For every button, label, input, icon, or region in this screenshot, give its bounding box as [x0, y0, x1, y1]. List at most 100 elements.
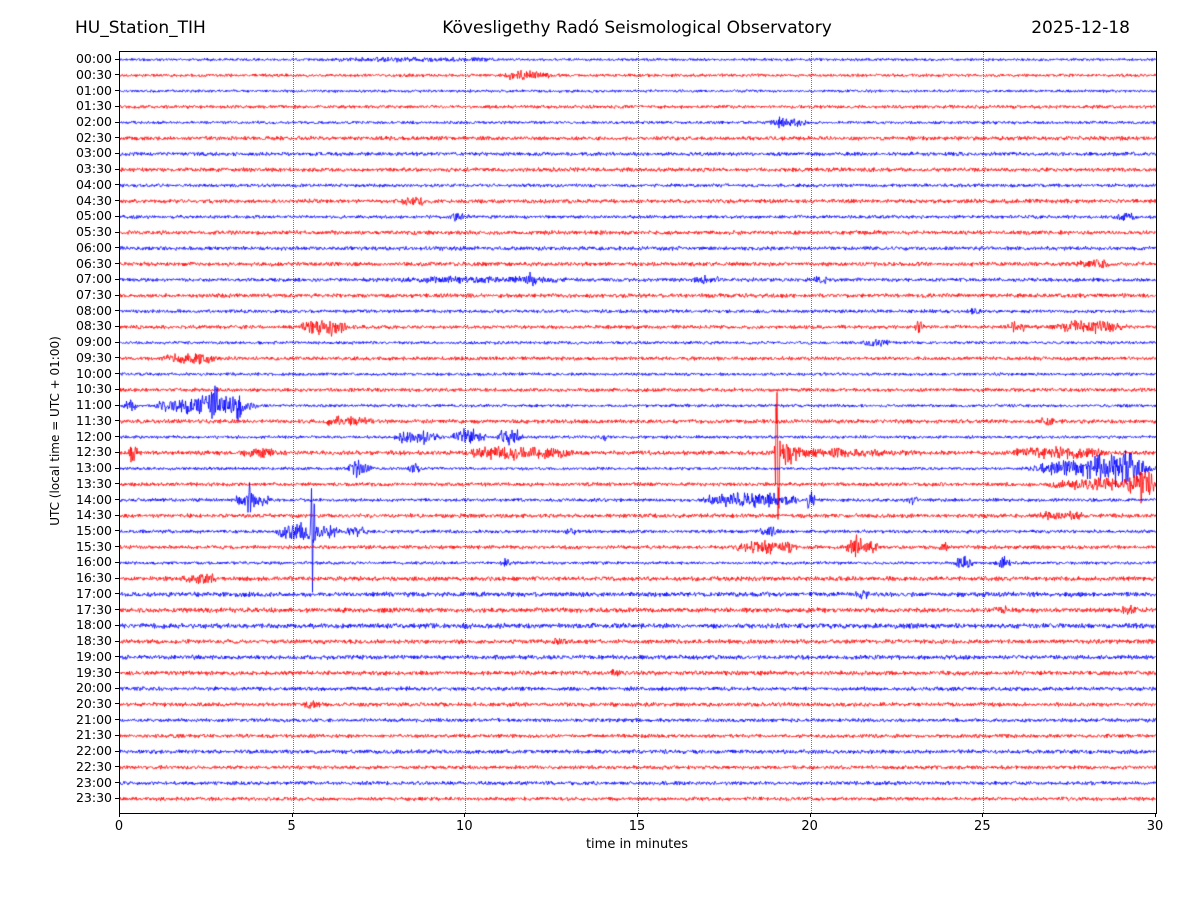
ytick-mark [115, 609, 119, 611]
ytick-label-1000: 10:00 [75, 365, 112, 381]
ytick-mark [115, 215, 119, 217]
ytick-mark [115, 137, 119, 139]
xtick-label-30: 30 [1146, 819, 1164, 834]
xtick-label-10: 10 [456, 819, 473, 834]
ytick-mark [115, 436, 119, 438]
xtick-mark [637, 813, 638, 817]
ytick-mark [115, 451, 119, 453]
xtick-label-15: 15 [628, 819, 646, 834]
ytick-label-0030: 00:30 [75, 66, 112, 82]
ytick-label-1630: 16:30 [75, 570, 112, 586]
xtick-mark [1155, 813, 1156, 817]
ytick-mark [115, 672, 119, 674]
ytick-mark [115, 388, 119, 390]
ytick-label-0430: 04:30 [75, 192, 112, 208]
ytick-label-0600: 06:00 [75, 239, 112, 255]
ytick-mark [115, 420, 119, 422]
station-title: HU_Station_TIH [75, 18, 206, 38]
xtick-label-0: 0 [114, 819, 124, 834]
ytick-label-1530: 15:30 [75, 538, 112, 554]
ytick-label-0930: 09:30 [75, 349, 112, 365]
plot-area [119, 51, 1157, 814]
ytick-label-1600: 16:00 [75, 554, 112, 570]
ytick-mark [115, 121, 119, 123]
ytick-mark [115, 546, 119, 548]
observatory-title: Kövesligethy Radó Seismological Observat… [442, 18, 832, 38]
ytick-mark [115, 656, 119, 658]
ytick-label-1330: 13:30 [75, 475, 112, 491]
ytick-label-1230: 12:30 [75, 444, 112, 460]
ytick-label-2200: 22:00 [75, 743, 112, 759]
ytick-mark [115, 797, 119, 799]
ytick-mark [115, 467, 119, 469]
ytick-mark [115, 310, 119, 312]
ytick-mark [115, 624, 119, 626]
ytick-label-1030: 10:30 [75, 381, 112, 397]
ytick-label-0400: 04:00 [75, 176, 112, 192]
ytick-mark [115, 263, 119, 265]
ytick-mark [115, 514, 119, 516]
ytick-mark [115, 766, 119, 768]
ytick-label-1900: 19:00 [75, 648, 112, 664]
xtick-label-25: 25 [974, 819, 991, 834]
ytick-label-0300: 03:00 [75, 145, 112, 161]
xtick-label-20: 20 [801, 819, 818, 834]
ytick-label-2030: 20:30 [75, 695, 112, 711]
ytick-label-2230: 22:30 [75, 758, 112, 774]
ytick-label-1730: 17:30 [75, 601, 112, 617]
ytick-mark [115, 577, 119, 579]
ytick-mark [115, 231, 119, 233]
ytick-label-0100: 01:00 [75, 82, 112, 98]
ytick-mark [115, 782, 119, 784]
ytick-label-0500: 05:00 [75, 208, 112, 224]
date-label: 2025-12-18 [1031, 18, 1130, 38]
xtick-label-5: 5 [287, 819, 296, 834]
ytick-label-1130: 11:30 [75, 412, 112, 428]
ytick-mark [115, 593, 119, 595]
ytick-label-1300: 13:00 [75, 460, 112, 476]
ytick-label-1100: 11:00 [75, 397, 112, 413]
ytick-mark [115, 184, 119, 186]
ytick-mark [115, 687, 119, 689]
ytick-label-0630: 06:30 [75, 255, 112, 271]
ytick-label-1500: 15:00 [75, 522, 112, 538]
ytick-label-2000: 20:00 [75, 680, 112, 696]
ytick-mark [115, 640, 119, 642]
ytick-mark [115, 152, 119, 154]
ytick-mark [115, 719, 119, 721]
ytick-label-0530: 05:30 [75, 224, 112, 240]
xtick-mark [464, 813, 466, 817]
ytick-label-1200: 12:00 [75, 428, 112, 444]
ytick-mark [115, 200, 119, 202]
ytick-mark [115, 530, 119, 532]
ytick-mark [115, 74, 119, 76]
ytick-label-1830: 18:30 [75, 633, 112, 649]
ytick-mark [115, 325, 119, 327]
ytick-mark [115, 750, 119, 752]
ytick-label-1930: 19:30 [75, 664, 112, 680]
ytick-mark [115, 247, 119, 249]
ytick-label-0130: 01:30 [75, 98, 112, 114]
ytick-label-0330: 03:30 [75, 161, 112, 177]
ytick-label-0230: 02:30 [75, 129, 112, 145]
ytick-mark [115, 105, 119, 107]
ytick-label-0700: 07:00 [75, 271, 112, 287]
ytick-label-0800: 08:00 [75, 302, 112, 318]
ytick-label-2300: 23:00 [75, 774, 112, 790]
ytick-label-1430: 14:30 [75, 507, 112, 523]
ytick-mark [115, 734, 119, 736]
ytick-label-1400: 14:00 [75, 491, 112, 507]
ytick-mark [115, 703, 119, 705]
ytick-label-1700: 17:00 [75, 585, 112, 601]
ytick-mark [115, 499, 119, 500]
ytick-label-0000: 00:00 [75, 51, 112, 67]
ytick-mark [115, 294, 119, 296]
ytick-mark [115, 561, 119, 563]
xtick-mark [291, 813, 293, 817]
xtick-mark [119, 813, 120, 817]
ytick-mark [115, 483, 119, 485]
ytick-label-2130: 21:30 [75, 727, 112, 743]
ytick-label-0830: 08:30 [75, 318, 112, 334]
x-axis-label: time in minutes [585, 837, 689, 852]
